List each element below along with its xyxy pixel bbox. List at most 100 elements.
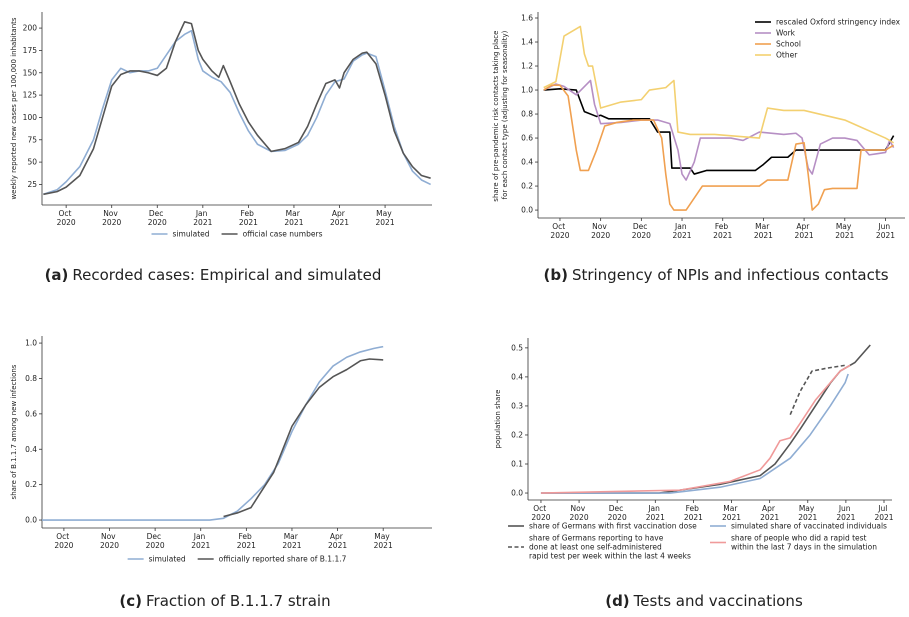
chart-panel: 0.0 0.2 0.4 0.6 0.8 1.0 Oct 2020 Nov 2020 Dec 20… [10,336,432,610]
caption-text: Fraction of B.1.1.7 strain [146,592,331,610]
x-tick-label: Jan 2021 [193,209,212,227]
legend-label: simulated share of vaccinated individual… [731,522,887,531]
caption: (b) Stringency of NPIs and infectious con… [543,266,888,284]
x-tick-label: Jan 2021 [672,222,691,240]
x-tick-label: Jul 2021 [874,504,893,522]
x-tick-label: Nov 2020 [591,222,610,240]
caption: (c) Fraction of B.1.1.7 strain [119,592,330,610]
y-tick-label: 0.3 [511,402,523,411]
chart-panel: 25 50 75 100 125 150 175 200 Oct 2020 Nov 2020 Dec… [10,12,432,284]
series-line [43,29,431,196]
legend-label: share of Germans with first vaccination … [529,522,697,531]
y-axis-label: weekly reported new cases per 100,000 in… [10,17,18,199]
y-tick-label: 0.5 [511,343,523,352]
y-tick-label: 175 [23,46,38,55]
x-tick-label: Feb 2021 [237,532,256,550]
x-tick-label: Feb 2021 [684,504,703,522]
legend: simulated officially reported share of B.… [127,555,347,564]
y-tick-label: 0.8 [25,374,37,383]
caption-label: (a) [45,266,69,284]
y-tick-label: 0.4 [25,445,37,454]
y-tick-label: 0.0 [25,516,37,525]
caption-label: (b) [543,266,567,284]
series-line [789,364,846,415]
legend-label: rescaled Oxford stringency index [776,18,901,27]
x-tick-label: May 2021 [374,532,393,550]
caption-text: Stringency of NPIs and infectious contac… [572,266,889,284]
y-tick-label: 1.0 [521,86,533,95]
x-tick-label: Nov 2020 [570,504,589,522]
y-axis-label: population share [494,390,502,449]
caption: (a) Recorded cases: Empirical and simulat… [45,266,382,284]
x-tick-label: Apr 2021 [330,209,349,227]
legend-label: simulated [173,230,210,239]
series-line [540,373,849,494]
caption-label: (d) [605,592,629,610]
y-tick-label: 1.2 [521,62,533,71]
chart-panel: 0.0 0.2 0.4 0.6 0.8 1.0 1.2 1.4 1.6 Oct 2020 Nov 2… [492,12,905,284]
x-tick-label: Nov 2020 [100,532,119,550]
series-line [543,88,895,175]
x-tick-label: Apr 2021 [328,532,347,550]
y-tick-label: 1.4 [521,38,533,47]
legend-label: official case numbers [243,230,323,239]
y-tick-label: 0.4 [521,158,533,167]
legend-label: Other [776,51,798,60]
y-tick-label: 50 [27,158,37,167]
y-tick-label: 150 [23,68,38,77]
series-line [543,84,895,211]
legend: simulated official case numbers [151,230,323,239]
legend-label: share of Germans reporting to have done … [529,534,691,561]
caption: (d) Tests and vaccinations [605,592,803,610]
y-tick-label: 100 [23,113,38,122]
caption-label: (c) [119,592,142,610]
y-tick-label: 1.0 [25,339,37,348]
series-line [43,21,431,196]
x-tick-label: May 2021 [798,504,817,522]
y-tick-label: 0.2 [25,480,37,489]
x-tick-label: Oct 2020 [531,504,550,522]
y-axis-label: share of pre-pandemic risk contacts taki… [492,28,509,201]
x-tick-label: Jun 2021 [876,222,895,240]
x-tick-label: Oct 2020 [57,209,76,227]
y-tick-label: 0.4 [511,373,523,382]
series-line [223,358,384,518]
legend-label: Work [776,29,796,38]
x-tick-label: Dec 2020 [608,504,627,522]
x-tick-label: Mar 2021 [754,222,773,240]
x-tick-label: Nov 2020 [102,209,121,227]
legend-label: share of people who did a rapid test wit… [731,534,877,552]
x-tick-label: Mar 2021 [722,504,741,522]
y-tick-label: 0.6 [25,409,37,418]
y-tick-label: 0.2 [511,431,523,440]
x-tick-label: Jan 2021 [191,532,210,550]
y-tick-label: 0.0 [521,206,533,215]
series-line [543,79,895,181]
legend-label: School [776,40,801,49]
x-tick-label: Apr 2021 [795,222,814,240]
x-tick-label: Dec 2020 [148,209,167,227]
x-tick-label: Jun 2021 [836,504,855,522]
x-tick-label: Apr 2021 [760,504,779,522]
x-tick-label: Feb 2021 [713,222,732,240]
y-tick-label: 0.8 [521,110,533,119]
caption-text: Recorded cases: Empirical and simulated [72,266,381,284]
x-tick-label: Dec 2020 [632,222,651,240]
y-axis-label: share of B.1.1.7 among new infections [10,364,18,499]
y-tick-label: 0.2 [521,182,533,191]
x-tick-label: Dec 2020 [146,532,165,550]
y-tick-label: 25 [27,180,37,189]
chart-panel: 0.0 0.1 0.2 0.3 0.4 0.5 Oct 2020 Nov 2020 Dec 20… [494,338,894,610]
caption-text: Tests and vaccinations [633,592,803,610]
series-line [42,345,384,521]
y-tick-label: 0.6 [521,134,533,143]
y-tick-label: 0.0 [511,489,523,498]
y-tick-label: 125 [23,91,38,100]
legend: rescaled Oxford stringency index Work Scho… [755,18,901,60]
x-tick-label: May 2021 [376,209,395,227]
x-tick-label: Feb 2021 [239,209,258,227]
x-tick-label: Oct 2020 [54,532,73,550]
y-tick-label: 1.6 [521,14,533,23]
x-tick-label: May 2021 [835,222,854,240]
